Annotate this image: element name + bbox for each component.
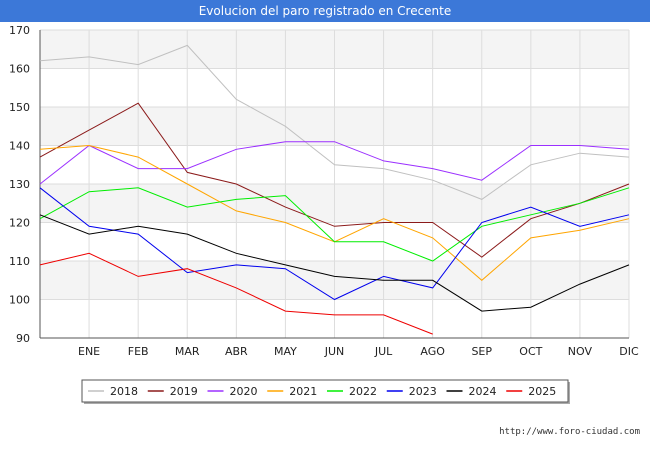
x-tick-label: DIC [619,345,639,358]
x-tick-label: SEP [471,345,492,358]
legend-label-2018: 2018 [110,385,138,398]
x-tick-label: JUN [324,345,345,358]
source-credit: http://www.foro-ciudad.com [499,427,640,437]
y-tick-label: 110 [9,255,30,268]
x-tick-label: MAY [274,345,297,358]
series-line-2024 [39,214,630,312]
series-line-2019 [39,102,630,258]
legend-label-2020: 2020 [230,385,258,398]
legend-label-2019: 2019 [170,385,198,398]
y-tick-label: 170 [9,24,30,37]
x-tick-label: FEB [128,345,149,358]
legend: 2018 2019 2020 2021 2022 2023 2024 2025 [81,379,570,404]
y-tick-label: 120 [9,217,30,230]
series-line-2025 [39,252,433,335]
x-tick-label: OCT [519,345,542,358]
legend-label-2022: 2022 [349,385,377,398]
series-line-2018 [39,44,630,200]
x-tick-label: JUL [374,345,393,358]
legend-label-2025: 2025 [528,385,556,398]
title-bar: Evolucion del paro registrado en Crecent… [0,0,650,22]
x-tick-label: MAR [175,345,200,358]
chart-title: Evolucion del paro registrado en Crecent… [198,4,452,18]
x-tick-label: ENE [78,345,100,358]
legend-label-2024: 2024 [469,385,497,398]
y-axis-ticks: 90 100 110 120 130 140 150 160 170 [9,24,30,345]
legend-label-2021: 2021 [289,385,317,398]
legend-label-2023: 2023 [409,385,437,398]
legend-box [81,379,569,403]
x-axis-ticks: ENE FEB MAR ABR MAY JUN JUL AGO SEP OCT NOV DIC [78,345,639,358]
series-lines [39,44,630,335]
y-tick-label: 160 [9,63,30,76]
y-tick-label: 150 [9,101,30,114]
x-tick-label: ABR [225,345,248,358]
y-tick-label: 100 [9,294,30,307]
series-line-2020 [39,141,630,185]
series-line-2022 [39,187,630,262]
y-tick-label: 130 [9,178,30,191]
y-tick-label: 90 [16,332,30,345]
series-line-2023 [39,187,630,301]
x-tick-label: NOV [568,345,593,358]
y-tick-label: 140 [9,140,30,153]
x-tick-label: AGO [420,345,445,358]
